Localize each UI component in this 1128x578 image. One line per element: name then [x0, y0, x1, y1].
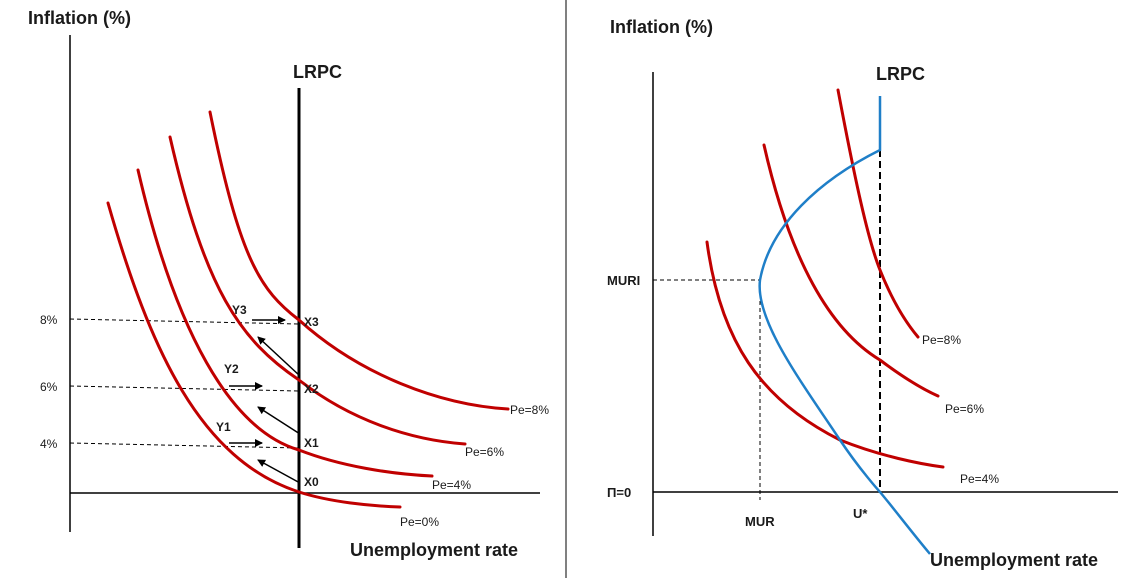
left-x-axis-title: Unemployment rate: [350, 540, 518, 560]
right-panel: Inflation (%) Unemployment rate LRPC MUR…: [607, 17, 1118, 570]
left-label-pe0: Pe=0%: [400, 515, 439, 529]
point-x1: X1: [304, 436, 319, 450]
right-curve-pe6: [762, 143, 940, 398]
left-guide-4: [69, 442, 300, 449]
point-y1: Y1: [216, 420, 231, 434]
left-curve-pe6: [168, 135, 467, 446]
left-curve-pe4: [136, 168, 434, 478]
right-ytick-muri: MURI: [607, 273, 640, 288]
point-x2: X2: [304, 382, 319, 396]
right-y-axis-title: Inflation (%): [610, 17, 713, 37]
left-curve-pe8: [208, 110, 510, 411]
arrow-x0: [257, 459, 301, 484]
left-label-pe4: Pe=4%: [432, 478, 471, 492]
left-ytick-6: 6%: [40, 380, 58, 394]
right-lrpc-label: LRPC: [876, 64, 925, 84]
right-curve-pe8: [836, 88, 920, 339]
left-lrpc-label: LRPC: [293, 62, 342, 82]
left-curve-pe0: [106, 201, 402, 509]
point-y3: Y3: [232, 303, 247, 317]
point-x0: X0: [304, 475, 319, 489]
arrow-x1: [257, 406, 301, 435]
left-y-axis-title: Inflation (%): [28, 8, 131, 28]
right-label-pe8: Pe=8%: [922, 333, 961, 347]
point-y2: Y2: [224, 362, 239, 376]
arrow-x2: [257, 336, 301, 377]
left-label-pe6: Pe=6%: [465, 445, 504, 459]
right-xtick-mur: MUR: [745, 514, 775, 529]
left-label-pe8: Pe=8%: [510, 403, 549, 417]
left-panel: Inflation (%) Unemployment rate LRPC 8% …: [28, 8, 549, 560]
right-x-axis-title: Unemployment rate: [930, 550, 1098, 570]
right-xtick-ustar: U*: [853, 506, 868, 521]
right-lrpc-curve: [758, 96, 931, 555]
left-ytick-4: 4%: [40, 437, 58, 451]
left-guide-6: [69, 385, 300, 392]
right-label-pe4: Pe=4%: [960, 472, 999, 486]
right-label-pe6: Pe=6%: [945, 402, 984, 416]
left-ytick-8: 8%: [40, 313, 58, 327]
right-curve-pe4: [705, 240, 945, 469]
point-x3: X3: [304, 315, 319, 329]
right-ytick-pi0: Π=0: [607, 485, 631, 500]
